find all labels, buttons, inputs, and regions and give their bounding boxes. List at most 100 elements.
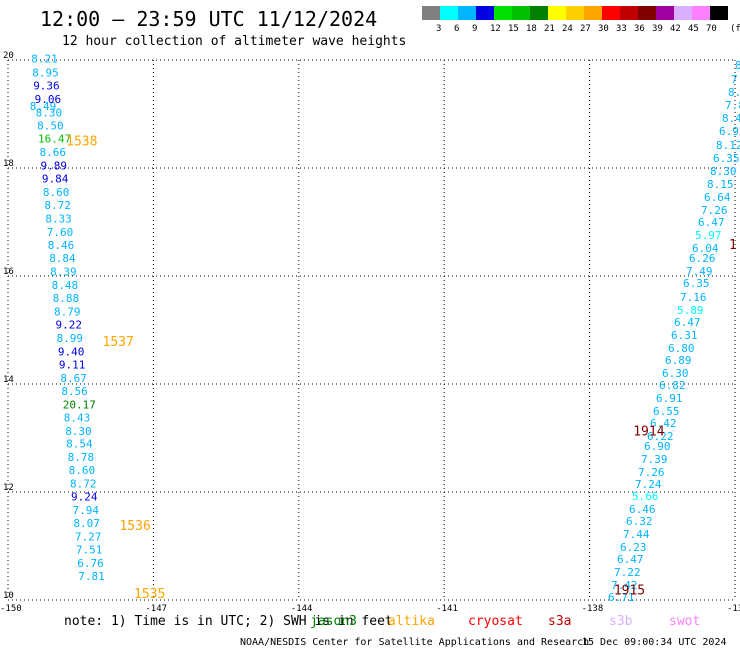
pass-number-label: 1914	[633, 424, 664, 439]
colorbar-swatch	[458, 6, 476, 20]
wave-height-label: 7.27	[75, 531, 102, 544]
colorbar-swatch	[566, 6, 584, 20]
colorbar-label: 30	[598, 24, 609, 34]
colorbar-swatch	[476, 6, 494, 20]
wave-height-label: 9.89	[40, 160, 67, 173]
colorbar-swatch	[638, 6, 656, 20]
wave-height-label: 6.91	[656, 392, 683, 405]
colorbar-label: 39	[652, 24, 663, 34]
wave-height-label: 8.15	[707, 178, 734, 191]
wave-height-label: 8.	[735, 59, 740, 72]
colorbar-swatch	[530, 6, 548, 20]
colorbar-swatch	[440, 6, 458, 20]
wave-height-label: 7.26	[638, 466, 665, 479]
x-tick-label: -147	[145, 604, 167, 614]
colorbar-label: 6	[454, 24, 459, 34]
colorbar-swatch	[620, 6, 638, 20]
colorbar-swatch	[710, 6, 728, 20]
wave-height-label: 7.44	[623, 528, 650, 541]
colorbar-label: 21	[544, 24, 555, 34]
chart-title: 12:00 – 23:59 UTC 11/12/2024	[40, 7, 377, 31]
colorbar-label: 15	[508, 24, 519, 34]
wave-height-label: 7.94	[72, 504, 99, 517]
satellite-legend: jason3 altika cryosat s3a s3b swot	[310, 614, 700, 629]
wave-height-label: 20.17	[63, 398, 96, 411]
wave-height-label: 6.35	[713, 152, 740, 165]
wave-height-label: 6.31	[671, 329, 698, 342]
wave-height-label: 9.84	[42, 173, 69, 186]
wave-height-label: 8.	[728, 86, 740, 99]
wave-height-label: 8.95	[32, 67, 59, 80]
wave-height-label: 6.26	[689, 252, 716, 265]
wave-height-label: 6.71	[608, 591, 635, 604]
satellite-legend-item: s3b	[609, 614, 633, 629]
wave-height-label: 6.80	[668, 342, 695, 355]
pass-number-label: 1915	[614, 584, 645, 599]
timestamp-text: 15 Dec 09:00:34 UTC 2024	[582, 637, 727, 648]
colorbar-label: 36	[634, 24, 645, 34]
wave-height-label: 8.56	[61, 385, 88, 398]
wave-height-label: 8.49	[30, 100, 56, 113]
wave-height-label: 8.88	[53, 292, 80, 305]
wave-height-label: 8.79	[54, 305, 81, 318]
wave-height-label: 6.90	[644, 440, 671, 453]
wave-height-label: 9.22	[55, 318, 81, 331]
wave-height-label: 8.78	[68, 451, 95, 464]
colorbar-swatch	[602, 6, 620, 20]
wave-height-label: 6.23	[620, 541, 647, 554]
wave-height-label: 8.39	[50, 265, 77, 278]
satellite-legend-item: altika	[388, 614, 435, 629]
wave-height-label: 8.12	[716, 139, 740, 152]
wave-height-label: 6.76	[77, 557, 104, 570]
wave-height-label: 8.72	[70, 478, 97, 491]
colorbar-label: 70	[706, 24, 717, 34]
wave-height-label: 8.43	[64, 411, 90, 424]
y-tick-label: 16	[3, 267, 14, 277]
wave-height-label: 9.06	[35, 93, 62, 106]
wave-height-label: 8.30	[710, 165, 737, 178]
y-tick-label: 14	[3, 375, 14, 385]
wave-height-label: 9.36	[33, 80, 60, 93]
colorbar-swatch	[548, 6, 566, 20]
wave-height-label: 7.49	[686, 265, 713, 278]
colorbar-label: 45	[688, 24, 699, 34]
colorbar-label: 27	[580, 24, 591, 34]
wave-height-label: 6.64	[704, 191, 731, 204]
x-tick-label: -144	[291, 604, 313, 614]
satellite-legend-item: s3a	[548, 614, 571, 629]
pass-number-label: 1537	[103, 335, 134, 350]
colorbar-unit: (ft)	[730, 24, 740, 34]
wave-height-label: 7.39	[641, 453, 668, 466]
wave-height-label: 6.22	[647, 430, 674, 443]
x-tick-label: -138	[582, 604, 604, 614]
axis-ticks: -150 -147 -144 -141 -138 -13 10 12 14 16 18 20	[0, 51, 740, 614]
colorbar-label: 24	[562, 24, 573, 34]
wave-height-label: 8.07	[73, 517, 100, 530]
wave-height-label: 7.42	[611, 579, 638, 592]
wave-height-label: 8.48	[52, 279, 78, 292]
left-track: 8.498.218.959.369.068.308.5016.478.669.8…	[30, 53, 105, 583]
wave-height-label: 6.46	[629, 503, 656, 516]
pass-number-label: 1536	[119, 519, 150, 534]
satellite-legend-item: cryosat	[468, 614, 523, 629]
wave-height-label: 7.51	[76, 544, 103, 557]
colorbar-label: 18	[526, 24, 537, 34]
wave-height-label: 6.92	[719, 125, 740, 138]
wave-height-label: 7.22	[614, 566, 641, 579]
wave-height-label: 16.47	[38, 133, 71, 146]
right-edge-label: 1	[729, 238, 737, 253]
colorbar-swatch	[422, 6, 440, 20]
wave-height-label: 8.50	[37, 120, 64, 133]
wave-height-label: 6.47	[617, 553, 644, 566]
wave-height-label: 7.24	[635, 478, 662, 491]
wave-height-label: 8.46	[48, 239, 75, 252]
pass-number-label: 1535	[134, 587, 165, 602]
colorbar-label: 12	[490, 24, 501, 34]
wave-height-label: 8.21	[31, 53, 58, 66]
wave-height-label: 6.04	[692, 242, 719, 255]
wave-height-label: 5.97	[695, 229, 722, 242]
wave-height-label: 8.33	[45, 213, 72, 226]
wave-height-label: 7.26	[701, 204, 728, 217]
